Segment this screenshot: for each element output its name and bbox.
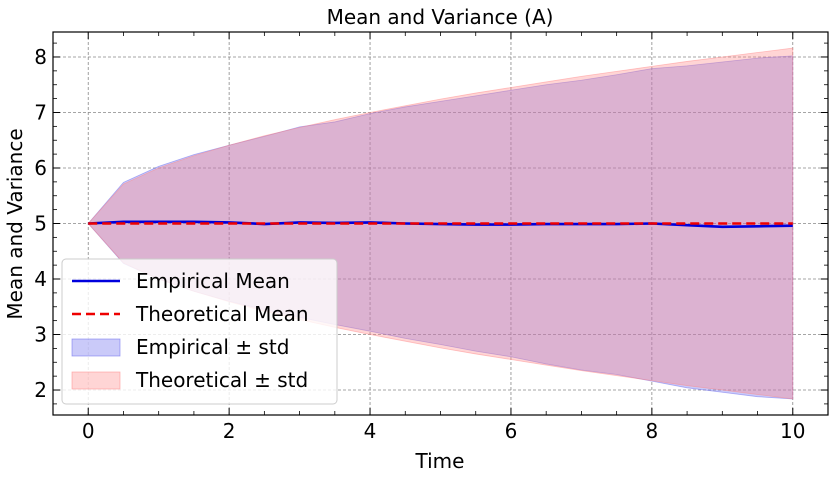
y-axis-label: Mean and Variance	[3, 128, 27, 319]
legend-label: Theoretical ± std	[135, 368, 308, 392]
x-tick-label: 2	[223, 419, 236, 443]
y-tick-label: 3	[34, 323, 47, 347]
y-tick-label: 7	[34, 100, 47, 124]
x-tick-label: 8	[645, 419, 658, 443]
y-tick-label: 2	[34, 378, 47, 402]
legend-box	[61, 258, 338, 405]
y-tick-label: 4	[34, 267, 47, 291]
x-tick-label: 4	[364, 419, 377, 443]
legend-swatch	[71, 371, 121, 390]
legend-label: Empirical Mean	[136, 269, 290, 293]
ticks: 0 2 4 6 8 10 2 3 4 5 6 7 8	[34, 32, 829, 443]
lines	[88, 220, 793, 229]
x-tick-label: 6	[505, 419, 518, 443]
chart-title: Mean and Variance (A)	[327, 5, 554, 29]
plot-frame	[52, 31, 829, 416]
legend-label: Empirical ± std	[136, 335, 289, 359]
x-axis-label: Time	[415, 449, 465, 473]
y-tick-label: 8	[34, 45, 47, 69]
legend: Empirical Mean Theoretical Mean Empirical …	[61, 258, 338, 405]
y-tick-label: 6	[34, 156, 47, 180]
x-tick-label: 10	[780, 419, 805, 443]
x-tick-label: 0	[82, 419, 95, 443]
legend-swatch	[71, 338, 121, 357]
y-tick-label: 5	[34, 212, 47, 236]
legend-label: Theoretical Mean	[135, 302, 309, 326]
